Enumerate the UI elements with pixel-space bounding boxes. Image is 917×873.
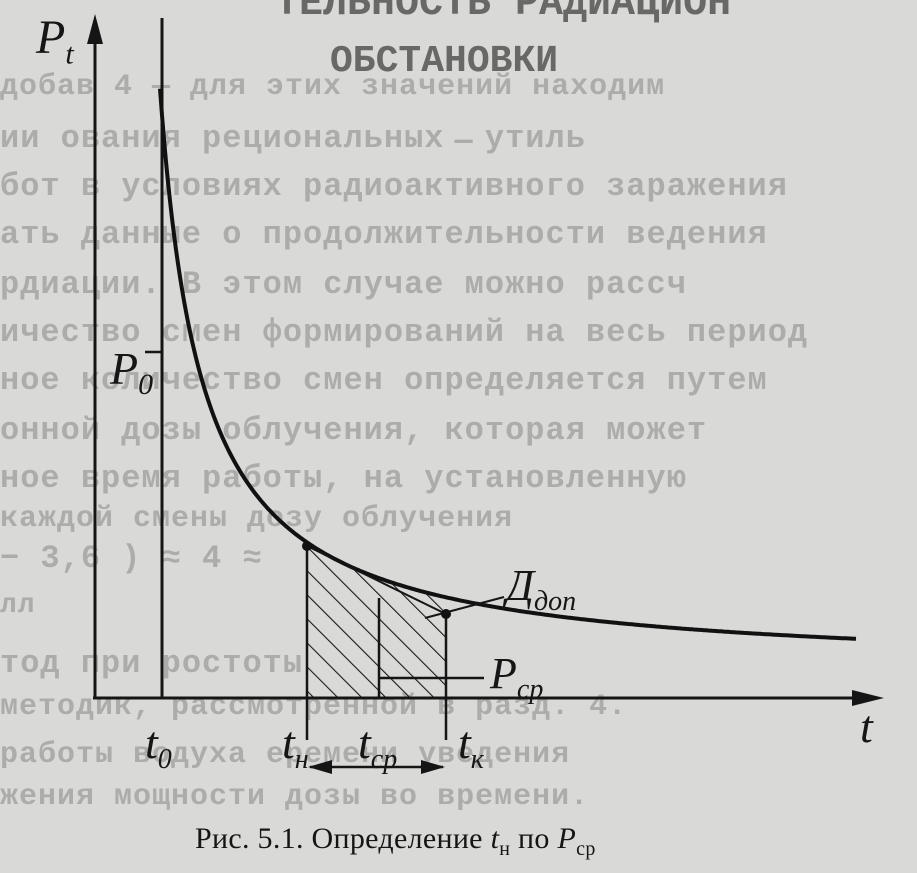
background-text-line: рдиации. В этом случае можно рассч <box>0 266 687 303</box>
tsr-label: tср <box>358 717 398 776</box>
background-heading-2: ОБСТАНОВКИ <box>330 40 559 83</box>
tn-curve-point <box>302 541 312 551</box>
figure-caption: Рис. 5.1. Определение tн по Pср <box>195 822 596 860</box>
x-axis-arrowhead <box>852 690 884 706</box>
p0-label: P0 <box>110 343 154 402</box>
background-heading-1: ТЕЛЬНОСТЬ РАДИАЦИОН <box>275 0 732 27</box>
x-axis-label: t <box>860 701 873 752</box>
background-text-line: каждой смены дозу облучения <box>0 502 514 536</box>
background-text-line: ное время работы, на установленную <box>0 460 687 497</box>
background-text-line: ичество смен формирований на весь период <box>0 314 809 351</box>
decay-curve <box>158 88 857 641</box>
pcp-label: Pср <box>490 649 544 705</box>
background-text-line: ать данные о продолжительности ведения <box>0 216 768 253</box>
background-text-line: работы водуха еремени уведения <box>0 738 571 772</box>
tn-label: tн <box>282 717 309 776</box>
y-axis-label: Pt <box>36 11 74 71</box>
chord-line <box>306 545 447 615</box>
background-text-line: ии ования рециональных ̶ утиль <box>0 120 586 157</box>
background-text-line: онной дозы облучения, которая может <box>0 412 708 449</box>
tsr-arrow-left <box>308 760 332 774</box>
ddop-label: Ддоп <box>506 561 577 617</box>
ddop-leader-line <box>424 596 505 619</box>
y-axis-arrowhead <box>87 14 103 44</box>
background-text-line: − 3,6 ) ≈ 4 ≈ <box>0 540 263 577</box>
hatched-dose-area <box>307 542 446 698</box>
background-text-line: тод при ростоты <box>0 645 304 682</box>
background-text-line: ное количество смен определяется путем <box>0 362 768 399</box>
t0-label: t0 <box>145 717 172 776</box>
background-text-line: лл <box>0 590 36 621</box>
tsr-arrow-right <box>421 760 445 774</box>
tk-label: tк <box>458 717 484 776</box>
background-text-line: добав 4 — для этих значений находим <box>0 70 666 104</box>
background-text-line: жения мощности дозы во времени. <box>0 780 590 814</box>
background-text-line: бот в условиях радиоактивного заражения <box>0 168 788 205</box>
